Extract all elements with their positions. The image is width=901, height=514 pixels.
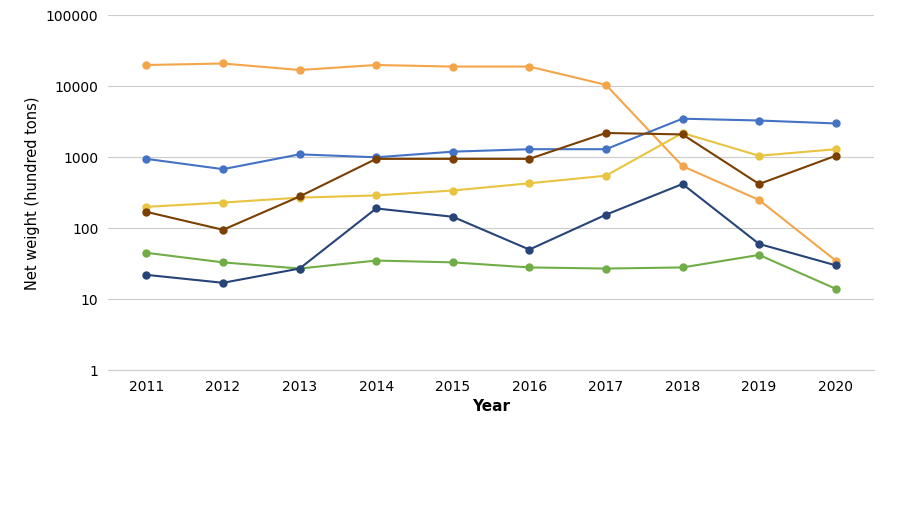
Thailand bbox=[448, 214, 459, 220]
Legend: China, Indonesia, Malaysia, Singapore, Thailand, Viet Nam: China, Indonesia, Malaysia, Singapore, T… bbox=[187, 512, 796, 514]
Malaysia bbox=[523, 146, 534, 152]
China bbox=[753, 197, 764, 203]
China bbox=[217, 61, 228, 67]
Line: Malaysia: Malaysia bbox=[143, 115, 839, 173]
Singapore bbox=[294, 265, 305, 271]
Singapore bbox=[830, 286, 841, 292]
Thailand bbox=[294, 265, 305, 271]
Line: Singapore: Singapore bbox=[143, 249, 839, 292]
Singapore bbox=[678, 264, 688, 270]
Line: Viet Nam: Viet Nam bbox=[143, 130, 839, 233]
Thailand bbox=[370, 206, 381, 212]
Singapore bbox=[370, 258, 381, 264]
Indonesia bbox=[830, 146, 841, 152]
Malaysia bbox=[830, 120, 841, 126]
Indonesia bbox=[217, 199, 228, 206]
China bbox=[448, 64, 459, 70]
Viet Nam bbox=[600, 130, 611, 136]
Malaysia bbox=[678, 116, 688, 122]
Thailand bbox=[600, 212, 611, 218]
Indonesia bbox=[370, 192, 381, 198]
Indonesia bbox=[600, 173, 611, 179]
Viet Nam bbox=[141, 209, 152, 215]
Indonesia bbox=[294, 194, 305, 200]
Indonesia bbox=[448, 188, 459, 194]
Viet Nam bbox=[523, 156, 534, 162]
Thailand bbox=[141, 272, 152, 278]
Singapore bbox=[217, 259, 228, 265]
Viet Nam bbox=[217, 227, 228, 233]
China bbox=[523, 64, 534, 70]
Line: Indonesia: Indonesia bbox=[143, 130, 839, 210]
Thailand bbox=[523, 247, 534, 253]
Malaysia bbox=[294, 151, 305, 157]
Viet Nam bbox=[294, 193, 305, 199]
Singapore bbox=[523, 264, 534, 270]
Thailand bbox=[678, 181, 688, 187]
China bbox=[830, 258, 841, 264]
China bbox=[294, 67, 305, 73]
China bbox=[141, 62, 152, 68]
Singapore bbox=[753, 252, 764, 258]
Singapore bbox=[141, 250, 152, 256]
Indonesia bbox=[141, 204, 152, 210]
Line: China: China bbox=[143, 60, 839, 264]
Line: Thailand: Thailand bbox=[143, 180, 839, 286]
Indonesia bbox=[523, 180, 534, 187]
China bbox=[678, 163, 688, 169]
Thailand bbox=[830, 262, 841, 268]
Malaysia bbox=[600, 146, 611, 152]
Malaysia bbox=[753, 117, 764, 123]
Thailand bbox=[217, 280, 228, 286]
Viet Nam bbox=[370, 156, 381, 162]
Singapore bbox=[448, 259, 459, 265]
Viet Nam bbox=[678, 132, 688, 138]
X-axis label: Year: Year bbox=[472, 399, 510, 414]
Y-axis label: Net weight (hundred tons): Net weight (hundred tons) bbox=[25, 96, 41, 289]
Thailand bbox=[753, 241, 764, 247]
Singapore bbox=[600, 265, 611, 271]
Viet Nam bbox=[830, 153, 841, 159]
Indonesia bbox=[753, 153, 764, 159]
Malaysia bbox=[370, 154, 381, 160]
Indonesia bbox=[678, 130, 688, 136]
Viet Nam bbox=[448, 156, 459, 162]
Malaysia bbox=[448, 149, 459, 155]
Malaysia bbox=[141, 156, 152, 162]
China bbox=[600, 82, 611, 88]
China bbox=[370, 62, 381, 68]
Malaysia bbox=[217, 166, 228, 172]
Viet Nam bbox=[753, 181, 764, 187]
